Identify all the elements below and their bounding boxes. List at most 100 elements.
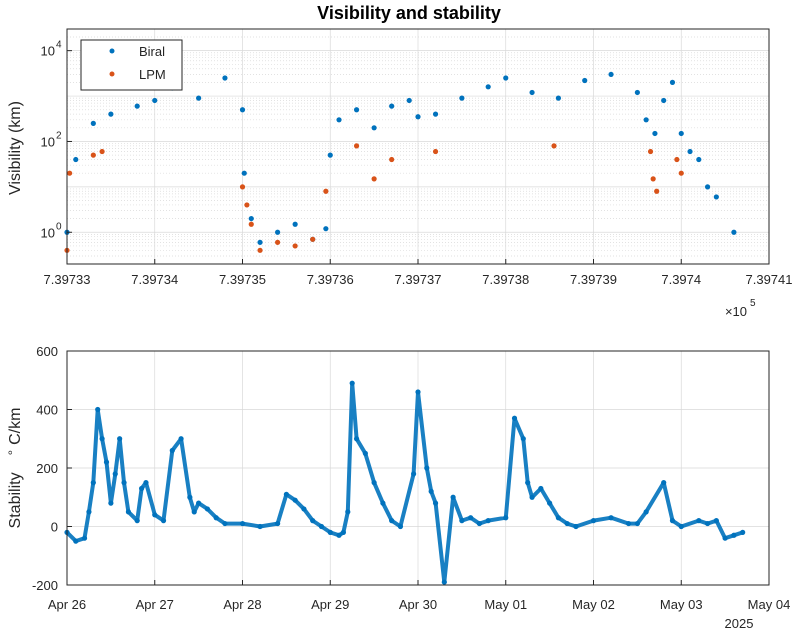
stability-point [538,485,544,492]
lpm-point [353,143,360,149]
biral-point [582,77,588,84]
biral-point [713,194,719,200]
stability-x-tick-label: Apr 27 [136,597,174,612]
legend-marker-lpm [109,71,115,77]
visibility-x-tick-label: 7.39741 [746,272,793,287]
stability-point [661,480,667,486]
stability-point [349,380,355,386]
legend-box [80,39,183,91]
stability-x-tick-label: Apr 28 [223,597,261,612]
biral-point [222,75,228,81]
stability-point [371,480,377,486]
stability-point [643,509,649,515]
stability-y-tick-label: 400 [36,403,58,418]
stability-point [213,515,219,521]
biral-point [704,184,711,190]
stability-point [459,518,465,524]
stability-point [191,509,197,515]
visibility-x-tick-label: 7.39737 [395,272,442,287]
biral-point [415,114,421,120]
visibility-y-tick-label: 10 [41,134,55,149]
stability-point [222,520,228,527]
legend-marker-biral [109,48,115,54]
biral-point [336,117,342,123]
stability-point [112,471,118,477]
stability-x-tick-label: Apr 30 [399,597,437,612]
lpm-point [244,202,250,208]
lpm-point [323,188,329,194]
biral-point [239,107,246,113]
lpm-point [678,170,684,176]
stability-point [187,494,193,500]
lpm-point [389,156,395,163]
stability-point [389,518,395,524]
biral-point [503,75,509,81]
stability-point [476,520,483,527]
stability-point [713,518,719,524]
stability-point [283,491,289,497]
stability-point [169,447,175,454]
stability-x-tick-label: May 02 [572,597,615,612]
visibility-y-tick-power: 2 [56,130,62,141]
stability-point [95,406,101,413]
biral-point [652,130,658,137]
stability-point [415,389,421,395]
stability-point [468,515,474,521]
biral-point [257,239,263,245]
visibility-axes: 7.39733 7.39734 7.39735 7.39736 7.39737 7.397… [7,28,793,319]
stability-point [590,518,597,524]
visibility-y-tick-power: 4 [56,40,62,51]
lpm-point [371,176,377,182]
visibility-y-tick-label: 10 [41,225,55,240]
stability-point [520,436,526,442]
stability-point [257,523,263,530]
visibility-y-axis-label: Visibility (km) [7,101,24,195]
visibility-x-tick-label: 7.39735 [219,272,266,287]
stability-y-tick-label: 0 [51,520,58,535]
stability-point [450,494,456,500]
visibility-x-tick-label: 7.39738 [482,272,529,287]
stability-point [318,523,325,530]
stability-point [428,488,434,494]
x-exponent-power: 5 [750,298,756,309]
stability-point [73,538,79,544]
lpm-point [292,243,298,249]
stability-point [503,515,509,521]
biral-point [678,130,684,137]
lpm-point [99,148,105,155]
lpm-point [432,148,439,155]
stability-point [336,532,342,538]
visibility-x-exponent: ×10 5 [725,298,756,319]
stability-ticks: Apr 26 Apr 27 Apr 28 Apr 29 Apr 30 May 01 May … [32,344,790,612]
visibility-x-tick-label: 7.39739 [570,272,617,287]
stability-point [121,480,127,486]
stability-point [678,523,684,530]
biral-point [196,95,202,101]
stability-point [529,494,535,500]
stability-x-tick-label: May 01 [484,597,527,612]
lpm-point [654,188,660,194]
stability-point [669,518,676,524]
stability-point [301,506,307,512]
stability-series [64,380,746,585]
lpm-point [650,176,656,182]
visibility-ticks: 7.39733 7.39734 7.39735 7.39736 7.39737 7.397… [41,40,793,287]
stability-point [310,518,316,524]
stability-point [134,518,140,524]
stability-point [353,436,360,442]
biral-point [669,79,676,85]
lpm-point [674,156,680,163]
visibility-x-tick-label: 7.39734 [131,272,178,287]
stability-y-axis-label: Stability ∘ C/km [3,408,24,529]
biral-point [608,71,614,78]
legend-label-biral: Biral [139,44,165,59]
biral-point [90,120,96,126]
stability-point [152,512,158,518]
visibility-y-tick-power: 0 [56,221,62,232]
stability-point [125,509,132,515]
degree-sign: ∘ [3,449,17,457]
chart-title: Visibility and stability [317,3,501,23]
stability-line [65,381,744,585]
